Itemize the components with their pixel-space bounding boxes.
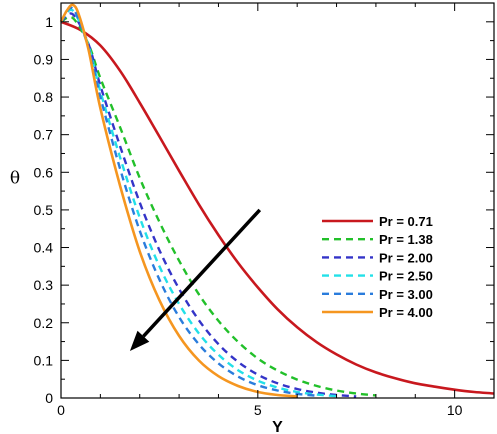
plot-frame bbox=[60, 2, 495, 399]
y-tick-label-1: 0.1 bbox=[34, 352, 54, 368]
series-line-1 bbox=[60, 15, 377, 397]
y-axis-title: θ bbox=[10, 169, 20, 189]
y-tick-label-8: 0.8 bbox=[34, 89, 54, 105]
y-tick-label-6: 0.6 bbox=[34, 164, 54, 180]
y-tick-label-0: 0 bbox=[45, 390, 53, 406]
legend-label-2: Pr = 2.00 bbox=[379, 250, 433, 265]
arrow-head bbox=[129, 330, 150, 351]
x-tick-label-0: 0 bbox=[57, 402, 65, 418]
legend-label-3: Pr = 2.50 bbox=[379, 269, 433, 284]
arrow-shaft bbox=[142, 208, 262, 338]
x-axis-title: Y bbox=[272, 419, 283, 434]
y-tick-label-10: 1 bbox=[45, 14, 53, 30]
y-tick-label-9: 0.9 bbox=[34, 51, 54, 67]
x-tick-label-1: 5 bbox=[254, 402, 262, 418]
series-line-3 bbox=[60, 8, 337, 398]
y-tick-label-7: 0.7 bbox=[34, 127, 54, 143]
legend-label-5: Pr = 4.00 bbox=[379, 305, 433, 320]
y-tick-label-5: 0.5 bbox=[34, 202, 54, 218]
series-line-4 bbox=[59, 6, 318, 397]
legend-label-1: Pr = 1.38 bbox=[379, 232, 433, 247]
axis-tick-labels: 0 5 10 0 0.1 0.2 0.3 0.4 0.5 0.6 0.7 0.8 0.9 1 bbox=[34, 14, 463, 418]
legend-label-0: Pr = 0.71 bbox=[379, 214, 433, 229]
y-tick-label-4: 0.4 bbox=[34, 240, 54, 256]
y-tick-label-2: 0.2 bbox=[34, 315, 54, 331]
series-line-0 bbox=[60, 20, 495, 395]
trend-arrow bbox=[129, 208, 262, 351]
series-curves bbox=[59, 3, 495, 398]
series-line-5 bbox=[59, 3, 298, 398]
x-tick-label-2: 10 bbox=[447, 402, 463, 418]
legend-label-4: Pr = 3.00 bbox=[379, 287, 433, 302]
legend: Pr = 0.71 Pr = 1.38 Pr = 2.00 Pr = 2.50 Pr =… bbox=[322, 214, 433, 320]
axis-ticks bbox=[60, 2, 495, 399]
y-tick-label-3: 0.3 bbox=[34, 277, 54, 293]
